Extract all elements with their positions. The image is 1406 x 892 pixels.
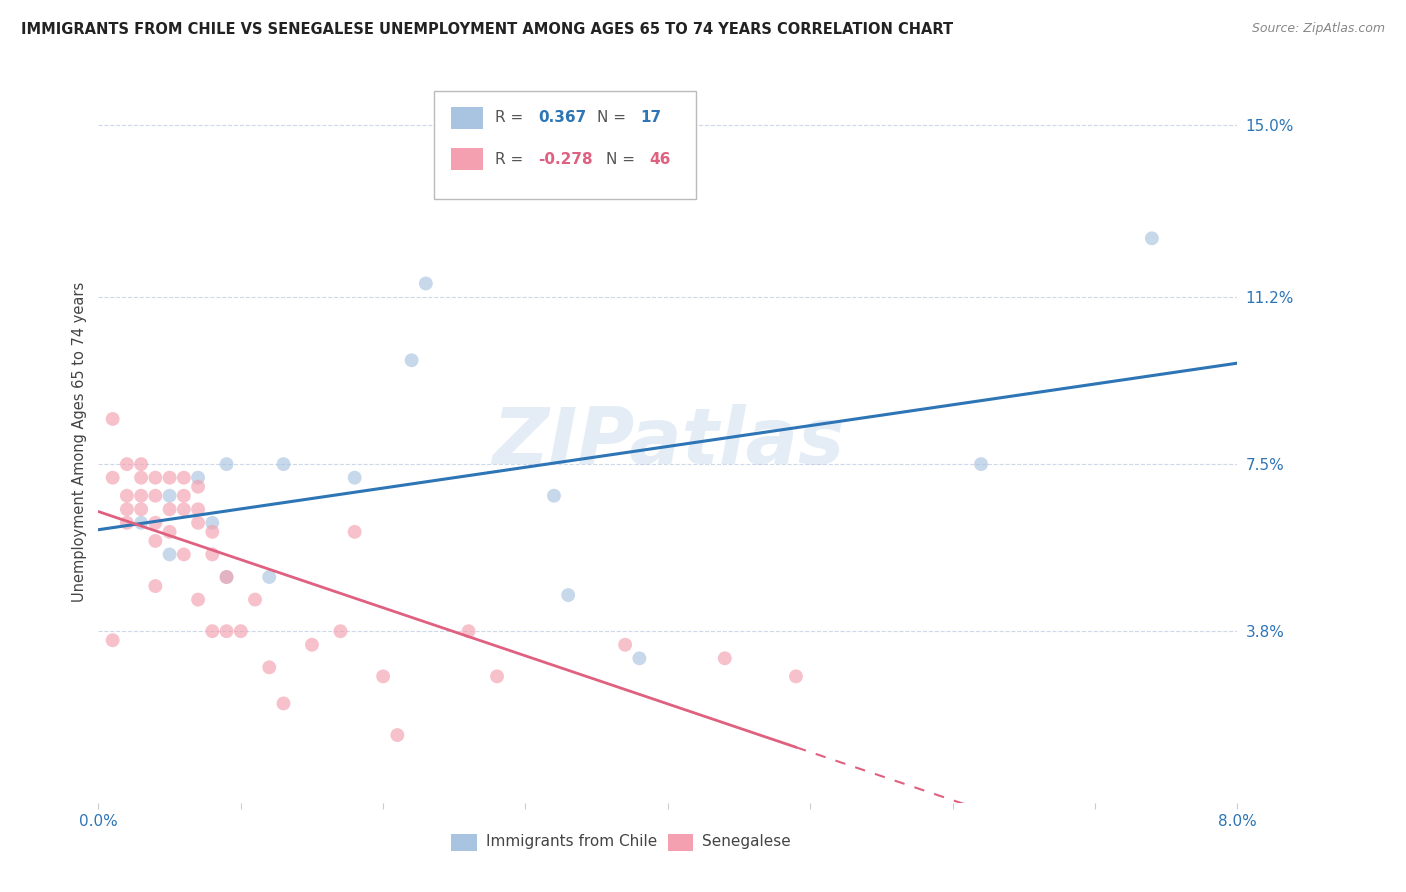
Point	[145, 489, 167, 503]
Point	[343, 524, 366, 539]
Point	[215, 570, 238, 584]
Point	[187, 502, 209, 516]
Point	[259, 660, 281, 674]
Point	[187, 516, 209, 530]
Point	[159, 471, 181, 485]
Point	[273, 697, 295, 711]
Point	[101, 633, 124, 648]
Point	[371, 669, 394, 683]
Y-axis label: Unemployment Among Ages 65 to 74 years: Unemployment Among Ages 65 to 74 years	[72, 281, 87, 602]
Point	[401, 353, 423, 368]
Point	[343, 471, 366, 485]
Point	[714, 651, 737, 665]
Point	[215, 570, 238, 584]
Point	[101, 471, 124, 485]
Text: N =: N =	[598, 111, 631, 126]
Point	[557, 588, 579, 602]
Point	[259, 570, 281, 584]
Point	[543, 489, 565, 503]
FancyBboxPatch shape	[451, 107, 484, 128]
Point	[215, 457, 238, 471]
Point	[145, 516, 167, 530]
Point	[970, 457, 993, 471]
Text: IMMIGRANTS FROM CHILE VS SENEGALESE UNEMPLOYMENT AMONG AGES 65 TO 74 YEARS CORRE: IMMIGRANTS FROM CHILE VS SENEGALESE UNEM…	[21, 22, 953, 37]
Point	[129, 471, 152, 485]
Point	[145, 579, 167, 593]
Text: Senegalese: Senegalese	[702, 834, 790, 849]
Point	[1140, 231, 1163, 245]
Point	[173, 548, 195, 562]
Text: 17: 17	[641, 111, 662, 126]
Point	[229, 624, 252, 639]
Text: -0.278: -0.278	[538, 152, 593, 167]
Point	[115, 457, 138, 471]
Point	[329, 624, 352, 639]
Point	[486, 669, 509, 683]
Point	[628, 651, 651, 665]
Point	[159, 524, 181, 539]
Point	[129, 516, 152, 530]
Point	[415, 277, 437, 291]
Point	[457, 624, 479, 639]
Point	[201, 516, 224, 530]
Point	[173, 471, 195, 485]
Point	[201, 524, 224, 539]
Point	[173, 502, 195, 516]
Point	[115, 502, 138, 516]
FancyBboxPatch shape	[434, 91, 696, 200]
Point	[173, 489, 195, 503]
FancyBboxPatch shape	[451, 834, 477, 851]
Point	[129, 489, 152, 503]
Point	[129, 502, 152, 516]
Point	[785, 669, 807, 683]
Point	[187, 471, 209, 485]
Point	[243, 592, 266, 607]
Point	[387, 728, 409, 742]
Point	[187, 480, 209, 494]
Point	[159, 548, 181, 562]
Text: R =: R =	[495, 152, 527, 167]
Point	[115, 489, 138, 503]
Point	[301, 638, 323, 652]
Point	[145, 533, 167, 548]
Point	[201, 548, 224, 562]
Point	[614, 638, 637, 652]
Point	[201, 624, 224, 639]
Point	[159, 502, 181, 516]
Point	[101, 412, 124, 426]
Text: R =: R =	[495, 111, 527, 126]
Point	[187, 592, 209, 607]
Text: Source: ZipAtlas.com: Source: ZipAtlas.com	[1251, 22, 1385, 36]
Point	[215, 624, 238, 639]
Text: 46: 46	[650, 152, 671, 167]
Point	[145, 471, 167, 485]
Text: 0.367: 0.367	[538, 111, 586, 126]
Point	[159, 489, 181, 503]
Point	[115, 516, 138, 530]
Text: ZIPatlas: ZIPatlas	[492, 403, 844, 480]
Text: N =: N =	[606, 152, 640, 167]
FancyBboxPatch shape	[451, 148, 484, 169]
Text: Immigrants from Chile: Immigrants from Chile	[485, 834, 657, 849]
Point	[273, 457, 295, 471]
Point	[129, 457, 152, 471]
FancyBboxPatch shape	[668, 834, 693, 851]
